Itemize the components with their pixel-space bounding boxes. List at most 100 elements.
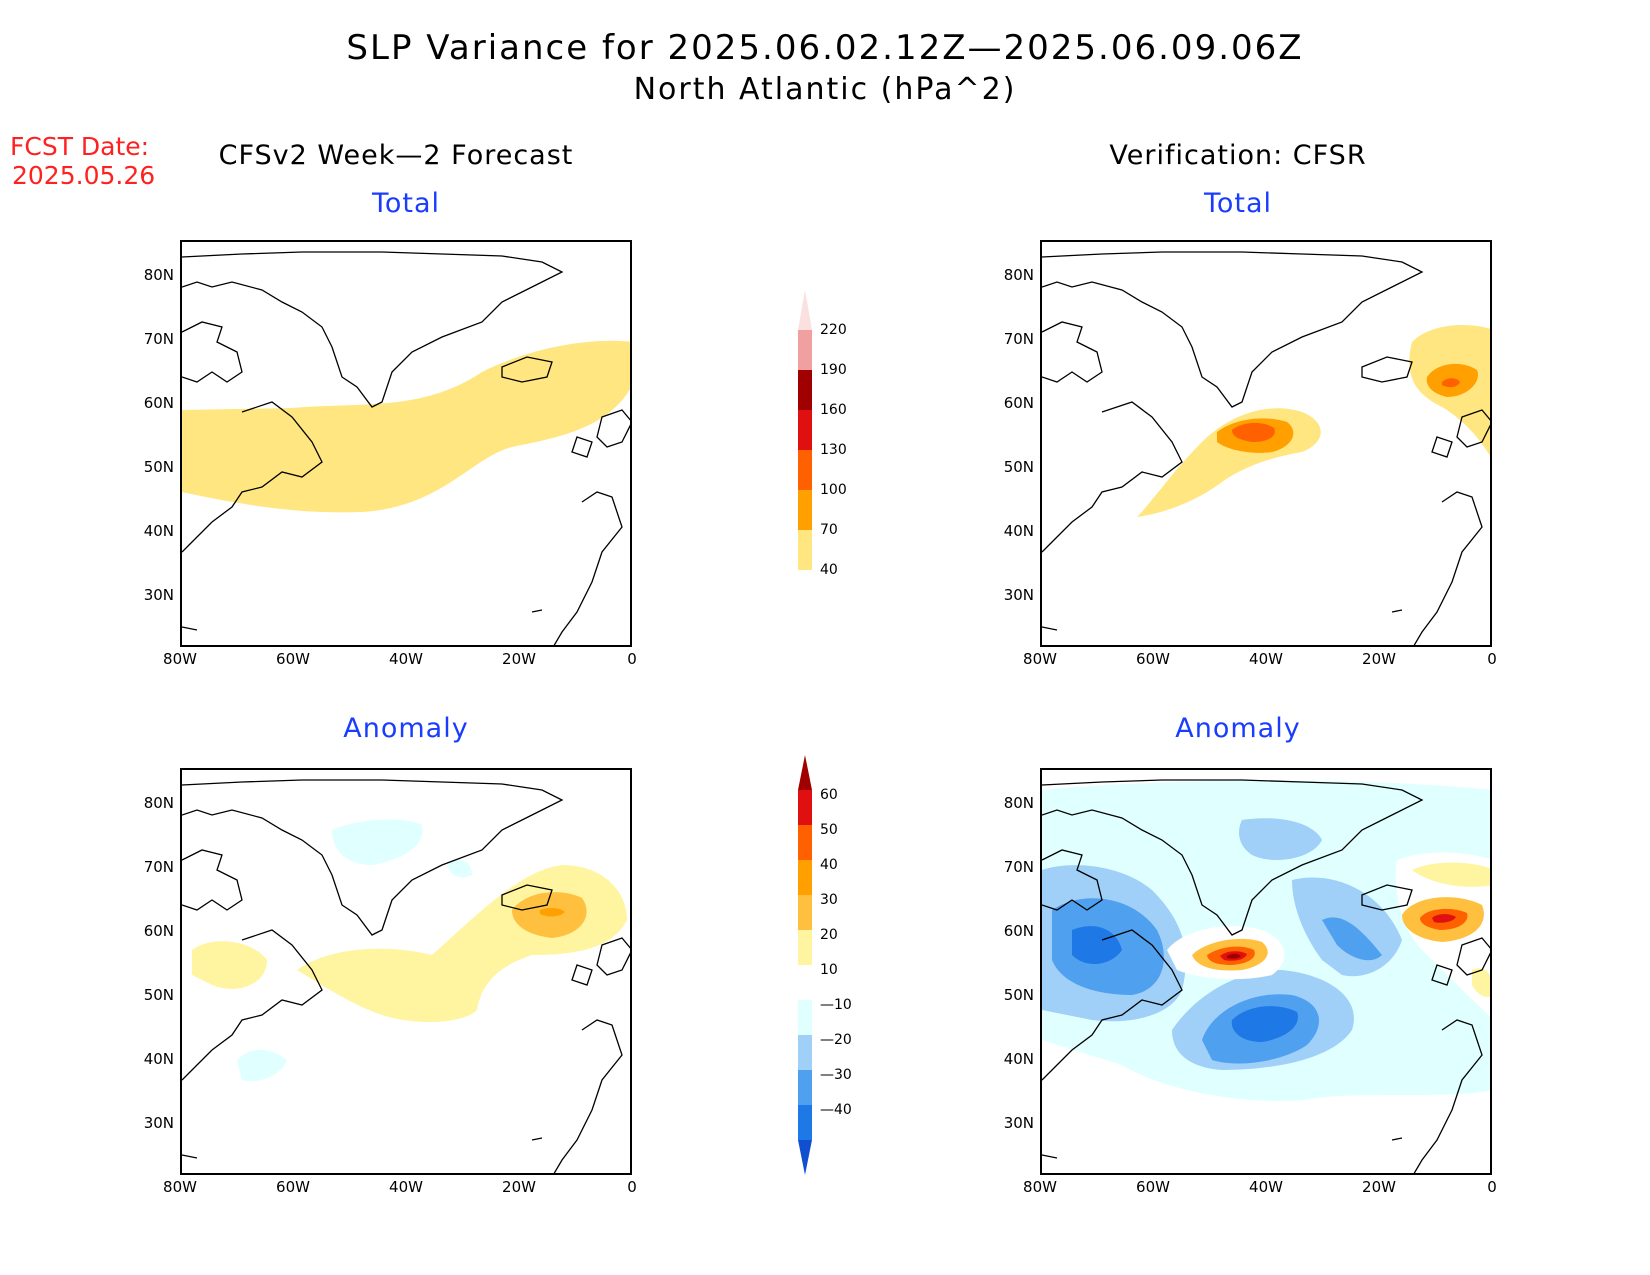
colorbar-swatch (798, 895, 812, 930)
anomaly-colorbar-swatches (798, 755, 812, 1175)
lon-tick-label: 0 (1487, 650, 1497, 668)
lon-tick-label: 40W (1249, 650, 1283, 668)
lat-tick-label: 60N (1003, 394, 1034, 412)
forecast-total-field (182, 251, 630, 645)
colorbar-swatch (798, 1000, 812, 1035)
total-colorbar-swatches (798, 290, 812, 570)
verification-anomaly-title: Anomaly (1175, 713, 1301, 744)
forecast-column-title: CFSv2 Week—2 Forecast (218, 140, 574, 171)
lat-tick-label: 70N (143, 330, 174, 348)
colorbar-label: 70 (820, 522, 838, 538)
lat-tick-label: 60N (143, 394, 174, 412)
colorbar-swatch (798, 450, 812, 490)
verification-total-field (1042, 251, 1490, 645)
lat-tick-label: 50N (143, 986, 174, 1004)
colorbar-swatch (798, 490, 812, 530)
colorbar-label: 100 (820, 482, 847, 498)
map-subtitle: North Atlantic (hPa^2) (633, 72, 1017, 107)
colorbar-label: 30 (820, 892, 838, 908)
lat-tick-label: 60N (143, 922, 174, 940)
lon-tick-label: 40W (389, 1178, 423, 1196)
lon-tick-label: 0 (1487, 1178, 1497, 1196)
colorbar-swatch (798, 370, 812, 410)
colorbar-label: 50 (820, 822, 838, 838)
colorbar-swatch (798, 1070, 812, 1105)
lon-tick-label: 20W (502, 650, 536, 668)
verification-total-map (1040, 240, 1492, 647)
lon-tick-label: 40W (1249, 1178, 1283, 1196)
lat-tick-label: 30N (143, 1114, 174, 1132)
colorbar-label: 220 (820, 322, 847, 338)
lon-tick-label: 20W (1362, 650, 1396, 668)
lat-tick-label: 30N (1003, 586, 1034, 604)
lat-tick-label: 80N (143, 266, 174, 284)
anomaly-colorbar (790, 750, 820, 1199)
colorbar-label: 20 (820, 927, 838, 943)
lon-tick-label: 40W (389, 650, 423, 668)
colorbar-label: 60 (820, 787, 838, 803)
lat-tick-label: 40N (1003, 522, 1034, 540)
lat-tick-label: 70N (1003, 330, 1034, 348)
colorbar-label: 190 (820, 362, 847, 378)
colorbar-label: 10 (820, 962, 838, 978)
verification-anomaly-map (1040, 768, 1492, 1175)
lat-tick-label: 30N (143, 586, 174, 604)
colorbar-swatch (798, 790, 812, 825)
lon-tick-label: 60W (276, 1178, 310, 1196)
lat-tick-label: 50N (143, 458, 174, 476)
forecast-total-title: Total (371, 188, 441, 219)
lat-tick-label: 80N (1003, 266, 1034, 284)
total-colorbar (790, 280, 820, 614)
forecast-total-map (180, 240, 632, 647)
colorbar-swatch (798, 1035, 812, 1070)
colorbar-label: 40 (820, 857, 838, 873)
fcst-date-label: FCST Date: (10, 132, 150, 161)
colorbar-swatch (798, 860, 812, 895)
colorbar-label: 160 (820, 402, 847, 418)
lat-tick-label: 40N (143, 522, 174, 540)
colorbar-swatch (798, 410, 812, 450)
lat-tick-label: 50N (1003, 458, 1034, 476)
colorbar-label: —10 (820, 997, 852, 1013)
forecast-anomaly-map (180, 768, 632, 1175)
lat-tick-label: 70N (143, 858, 174, 876)
lon-tick-label: 0 (627, 650, 637, 668)
forecast-anomaly-field (182, 779, 630, 1173)
colorbar-swatch (798, 1105, 812, 1140)
map-title: SLP Variance for 2025.06.02.12Z—2025.06.… (346, 28, 1304, 68)
colorbar-label: 40 (820, 562, 838, 578)
colorbar-swatch (798, 1140, 812, 1175)
colorbar-swatch (798, 930, 812, 965)
colorbar-swatch (798, 290, 812, 330)
verification-column-title: Verification: CFSR (1109, 140, 1367, 171)
lat-tick-label: 80N (1003, 794, 1034, 812)
lon-tick-label: 80W (163, 650, 197, 668)
colorbar-label: 130 (820, 442, 847, 458)
colorbar-swatch (798, 755, 812, 790)
lon-tick-label: 60W (1136, 650, 1170, 668)
colorbar-swatch (798, 330, 812, 370)
colorbar-swatch (798, 965, 812, 1000)
forecast-anomaly-title: Anomaly (343, 713, 469, 744)
lon-tick-label: 80W (1023, 1178, 1057, 1196)
colorbar-label: —40 (820, 1102, 852, 1118)
lat-tick-label: 70N (1003, 858, 1034, 876)
colorbar-label: —20 (820, 1032, 852, 1048)
verification-anomaly-field (1042, 779, 1490, 1173)
lon-tick-label: 80W (1023, 650, 1057, 668)
lon-tick-label: 20W (1362, 1178, 1396, 1196)
lon-tick-label: 60W (1136, 1178, 1170, 1196)
lon-tick-label: 80W (163, 1178, 197, 1196)
lat-tick-label: 80N (143, 794, 174, 812)
colorbar-label: —30 (820, 1067, 852, 1083)
lat-tick-label: 60N (1003, 922, 1034, 940)
lat-tick-label: 50N (1003, 986, 1034, 1004)
lon-tick-label: 20W (502, 1178, 536, 1196)
lat-tick-label: 40N (143, 1050, 174, 1068)
fcst-date-value: 2025.05.26 (12, 161, 156, 190)
colorbar-swatch (798, 825, 812, 860)
verification-total-title: Total (1203, 188, 1273, 219)
lat-tick-label: 40N (1003, 1050, 1034, 1068)
colorbar-swatch (798, 530, 812, 570)
lat-tick-label: 30N (1003, 1114, 1034, 1132)
